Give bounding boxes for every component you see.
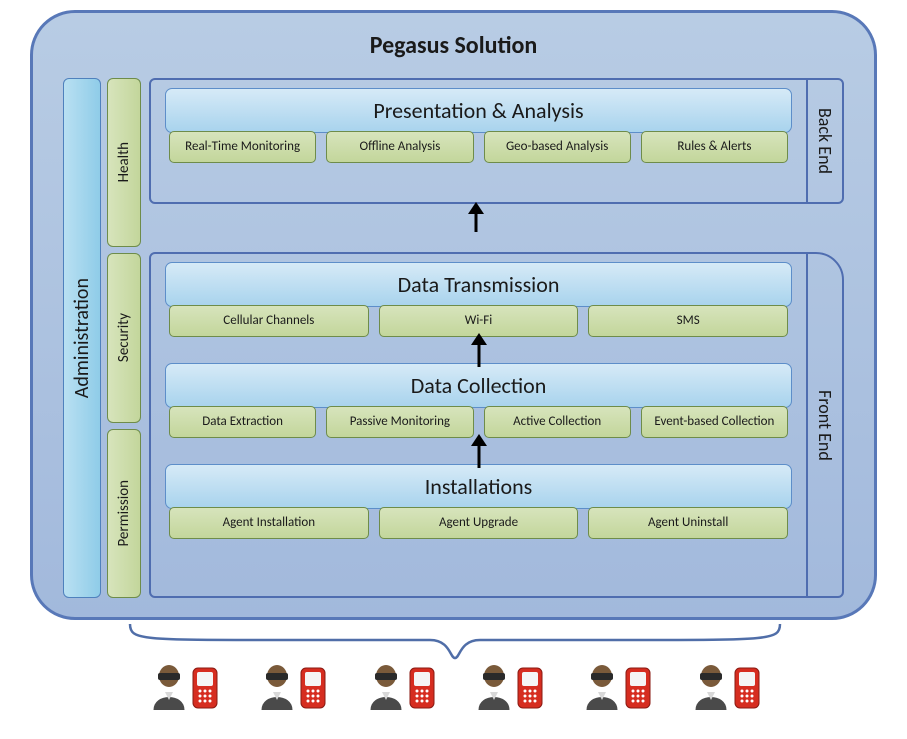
back-end-inner: Presentation & Analysis Real-Time Monito… (151, 80, 806, 202)
agent-phone-pair (149, 662, 219, 710)
health-label: Health (115, 142, 133, 182)
transmission-header: Data Transmission (165, 262, 792, 307)
sub-rails: Health Security Permission (107, 78, 141, 598)
collection-module: Data Collection Data Extraction Passive … (161, 363, 796, 438)
item-geo: Geo-based Analysis (484, 131, 631, 163)
agent-icon (366, 662, 406, 710)
item-cellular: Cellular Channels (169, 305, 369, 337)
phone-icon (624, 666, 652, 710)
security-rail: Security (107, 253, 141, 422)
body-area: Administration Health Security Permissio… (63, 78, 844, 598)
phone-icon (733, 666, 761, 710)
front-end-panel: Data Transmission Cellular Channels Wi-F… (149, 252, 844, 598)
administration-label: Administration (70, 278, 94, 398)
presentation-module: Presentation & Analysis Real-Time Monito… (161, 88, 796, 163)
phone-icon (191, 666, 219, 710)
item-active: Active Collection (484, 406, 631, 438)
item-rules: Rules & Alerts (641, 131, 788, 163)
item-extraction: Data Extraction (169, 406, 316, 438)
diagram-title: Pegasus Solution (63, 31, 844, 60)
phone-icon (299, 666, 327, 710)
brace-icon (120, 622, 790, 662)
item-offline: Offline Analysis (326, 131, 473, 163)
transmission-module: Data Transmission Cellular Channels Wi-F… (161, 262, 796, 337)
agent-phone-pair (691, 662, 761, 710)
agent-phone-pair (257, 662, 327, 710)
agent-icon (149, 662, 189, 710)
item-install: Agent Installation (169, 507, 369, 539)
front-end-label-wrap: Front End (806, 254, 842, 596)
agent-phone-pair (582, 662, 652, 710)
installations-header: Installations (165, 464, 792, 509)
presentation-items: Real-Time Monitoring Offline Analysis Ge… (161, 131, 796, 163)
security-label: Security (115, 313, 133, 362)
item-sms: SMS (588, 305, 788, 337)
back-end-label-wrap: Back End (806, 80, 842, 202)
phone-icon (408, 666, 436, 710)
item-uninstall: Agent Uninstall (588, 507, 788, 539)
item-upgrade: Agent Upgrade (379, 507, 579, 539)
item-passive: Passive Monitoring (326, 406, 473, 438)
permission-rail: Permission (107, 429, 141, 598)
presentation-header: Presentation & Analysis (165, 88, 792, 133)
up-arrow-icon (461, 202, 491, 232)
back-end-panel: Presentation & Analysis Real-Time Monito… (149, 78, 844, 204)
arrow-transmission-to-presentation (149, 204, 844, 228)
installations-module: Installations Agent Installation Agent U… (161, 464, 796, 539)
collection-header: Data Collection (165, 363, 792, 408)
content-column: Presentation & Analysis Real-Time Monito… (149, 78, 844, 598)
agent-phone-pair (474, 662, 544, 710)
arrow-installations-to-collection (161, 438, 796, 464)
agent-phone-pair (366, 662, 436, 710)
item-realtime: Real-Time Monitoring (169, 131, 316, 163)
health-rail: Health (107, 78, 141, 247)
front-end-inner: Data Transmission Cellular Channels Wi-F… (151, 254, 806, 596)
item-event: Event-based Collection (641, 406, 788, 438)
brace (120, 622, 790, 662)
left-rails: Administration Health Security Permissio… (63, 78, 141, 598)
up-arrow-icon (464, 333, 494, 367)
solution-container: Pegasus Solution Administration Health S… (30, 10, 877, 620)
agent-icon (257, 662, 297, 710)
up-arrow-icon (464, 434, 494, 468)
administration-rail: Administration (63, 78, 101, 598)
permission-label: Permission (115, 480, 133, 547)
target-icons-row (130, 662, 780, 710)
agent-icon (691, 662, 731, 710)
back-end-label: Back End (814, 108, 836, 174)
arrow-collection-to-transmission (161, 337, 796, 363)
installations-items: Agent Installation Agent Upgrade Agent U… (161, 507, 796, 539)
agent-icon (474, 662, 514, 710)
phone-icon (516, 666, 544, 710)
agent-icon (582, 662, 622, 710)
front-end-label: Front End (814, 390, 836, 461)
